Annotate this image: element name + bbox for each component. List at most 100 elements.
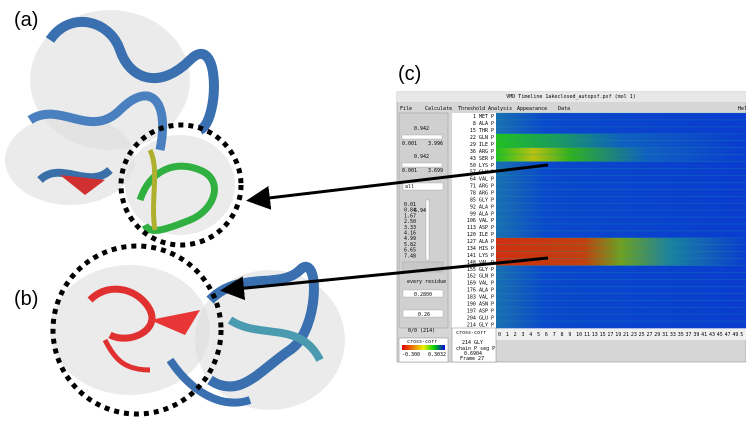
menu-item: Data: [558, 106, 570, 112]
residue-label: 43 SER P: [470, 156, 494, 162]
slider-value: 0.942: [414, 126, 429, 132]
heatmap-row: [496, 203, 746, 210]
frame-label: 29: [654, 332, 660, 338]
protein-a: [5, 10, 235, 235]
colorbar-min: -0.300: [402, 352, 420, 358]
heatmap-row: [496, 314, 746, 321]
heatmap-row: [496, 231, 746, 238]
slider-value: 0.942: [414, 154, 429, 160]
heatmap-row: [496, 148, 746, 155]
frame-label: 9: [568, 332, 571, 338]
slider-min: 0.001: [402, 168, 417, 174]
frame-label: 45: [717, 332, 723, 338]
mode: every residue: [407, 279, 446, 285]
panel-label: (b): [14, 288, 38, 310]
residue-label: 15 THR P: [470, 128, 494, 134]
window-title: VMD Timeline 1akeclosed_autopsf.psf (mol…: [506, 94, 635, 100]
menu-item: Threshold: [458, 106, 485, 112]
heatmap-row: [496, 307, 746, 314]
scale-value: 6.94: [414, 208, 426, 214]
residue-label: 36 ARG P: [470, 149, 494, 155]
heatmap-row: [496, 120, 746, 127]
residue-label: 106 VAL P: [467, 218, 494, 224]
residue-label: 92 ALA P: [470, 204, 494, 210]
residue-label: 134 HIS P: [467, 246, 494, 252]
frame-label: 4: [529, 332, 532, 338]
residue-label: 8 ALA P: [473, 121, 494, 127]
figure: (a) (b) (c) VMD Timeline 1akeclosed_auto…: [0, 0, 746, 428]
heatmap-row: [496, 238, 746, 245]
residue-label: 99 ALA P: [470, 211, 494, 217]
slider-max: 3.699: [428, 168, 443, 174]
frame-label: 7: [553, 332, 556, 338]
heatmap-row: [496, 134, 746, 141]
residue-label: 176 ALA P: [467, 288, 494, 294]
residue-label: 204 GLU P: [467, 315, 494, 321]
heatmap-row: [496, 113, 746, 120]
frame-label: 0: [498, 332, 501, 338]
residue-label: 127 ALA P: [467, 239, 494, 245]
heatmap-row: [496, 293, 746, 300]
frame-label: 41: [701, 332, 707, 338]
heatmap-row: [496, 189, 746, 196]
frame-label: 5: [537, 332, 540, 338]
heatmap-row: [496, 155, 746, 162]
selection: all: [405, 184, 414, 190]
heatmap-row: [496, 300, 746, 307]
menu-item: Appearance: [517, 106, 547, 112]
frame-label: 39: [693, 332, 699, 338]
residue-label: 71 ARG P: [470, 184, 494, 190]
residue-label: 22 GLN P: [470, 135, 494, 141]
colorbar-max: 0.3032: [428, 352, 446, 358]
frame-label: 8: [561, 332, 564, 338]
frame-label: 19: [615, 332, 621, 338]
heatmap-row: [496, 286, 746, 293]
heatmap-row: [496, 252, 746, 259]
frame-label: 33: [670, 332, 676, 338]
heatmap-row: [496, 224, 746, 231]
heatmap-row: [496, 266, 746, 273]
frame-label: 31: [662, 332, 668, 338]
heatmap-row: [496, 273, 746, 280]
count: 0/0 (214): [408, 328, 435, 334]
frame-label: 6: [545, 332, 548, 338]
heatmap-row: [496, 321, 746, 328]
residue-label: 190 ASN P: [467, 301, 494, 307]
scale-label: 7.48: [404, 253, 416, 259]
residue-label: 50 LYS P: [470, 163, 494, 169]
panel-label: (a): [14, 9, 38, 31]
frame-label: 37: [686, 332, 692, 338]
menu-item: Analysis: [488, 106, 512, 112]
frame-label: 35: [678, 332, 684, 338]
frame-label: 1: [506, 332, 509, 338]
menu-item: Calculate: [425, 106, 452, 112]
frame-label: 17: [607, 332, 613, 338]
frame-label: 27: [646, 332, 652, 338]
menu-item: File: [400, 106, 412, 112]
frame-label: 11: [584, 332, 590, 338]
frame-label: 10: [576, 332, 582, 338]
residue-label: 78 ARG P: [470, 190, 494, 196]
heatmap-row: [496, 245, 746, 252]
residue-label: 141 LYS P: [467, 253, 494, 259]
slider-min: 0.001: [402, 141, 417, 147]
heatmap-row: [496, 141, 746, 148]
frame-label: 49: [732, 332, 738, 338]
residue-label: 29 ILE P: [470, 142, 494, 148]
heatmap-row: [496, 168, 746, 175]
residue-label: 183 VAL P: [467, 295, 494, 301]
residue-label: 155 GLY P: [467, 267, 494, 273]
info-title: cross-corr: [456, 330, 486, 336]
frame-label: 21: [623, 332, 629, 338]
residue-label: 64 VAL P: [470, 177, 494, 183]
heatmap-row: [496, 175, 746, 182]
frame-label: 2: [514, 332, 517, 338]
vmd-window: VMD Timeline 1akeclosed_autopsf.psf (mol…: [397, 92, 746, 362]
info-frame: Frame 27: [460, 356, 484, 362]
residue-label: 169 VAL P: [467, 281, 494, 287]
residue-label: 1 MET P: [473, 114, 494, 120]
heatmap-row: [496, 217, 746, 224]
residue-label: 85 GLY P: [470, 197, 494, 203]
panel-label: (c): [398, 63, 421, 85]
residue-label: 113 ASP P: [467, 225, 494, 231]
